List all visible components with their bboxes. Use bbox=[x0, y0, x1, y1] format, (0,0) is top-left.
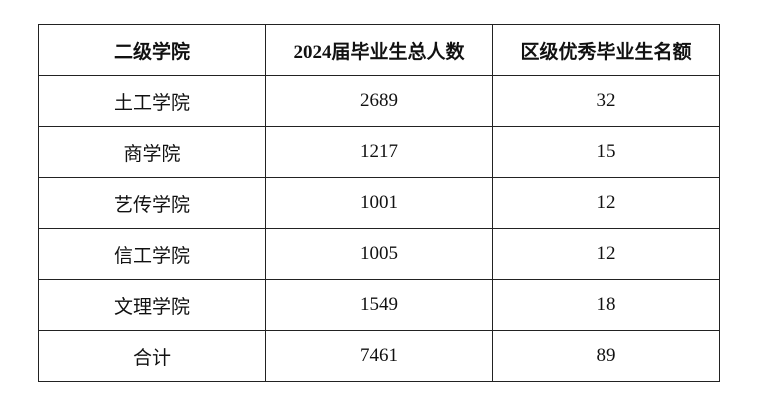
table-header: 二级学院 2024届毕业生总人数 区级优秀毕业生名额 bbox=[38, 24, 720, 76]
table-cell: 2689 bbox=[265, 75, 493, 127]
header-cell: 区级优秀毕业生名额 bbox=[492, 24, 720, 76]
table-cell: 商学院 bbox=[38, 126, 266, 178]
table-cell: 1549 bbox=[265, 279, 493, 331]
header-cell: 二级学院 bbox=[38, 24, 266, 76]
table-cell: 艺传学院 bbox=[38, 177, 266, 229]
table-cell: 12 bbox=[492, 177, 720, 229]
data-table: 二级学院 2024届毕业生总人数 区级优秀毕业生名额 土工学院 2689 32 商学院 12… bbox=[38, 24, 720, 382]
table-cell: 文理学院 bbox=[38, 279, 266, 331]
table-cell: 89 bbox=[492, 330, 720, 382]
table-row: 信工学院 1005 12 bbox=[38, 228, 720, 280]
table-cell: 1001 bbox=[265, 177, 493, 229]
table-cell: 32 bbox=[492, 75, 720, 127]
table-row: 土工学院 2689 32 bbox=[38, 75, 720, 127]
table-body: 土工学院 2689 32 商学院 1217 15 艺传学院 1001 12 信工学院 1005 12 文… bbox=[38, 75, 720, 382]
header-row: 二级学院 2024届毕业生总人数 区级优秀毕业生名额 bbox=[38, 24, 720, 76]
table-cell: 合计 bbox=[38, 330, 266, 382]
table-cell: 土工学院 bbox=[38, 75, 266, 127]
table-cell: 18 bbox=[492, 279, 720, 331]
table-row: 商学院 1217 15 bbox=[38, 126, 720, 178]
table-cell: 信工学院 bbox=[38, 228, 266, 280]
table-row: 艺传学院 1001 12 bbox=[38, 177, 720, 229]
table-cell: 7461 bbox=[265, 330, 493, 382]
header-cell: 2024届毕业生总人数 bbox=[265, 24, 493, 76]
table-row: 合计 7461 89 bbox=[38, 330, 720, 382]
table-cell: 1217 bbox=[265, 126, 493, 178]
table-cell: 12 bbox=[492, 228, 720, 280]
table-row: 文理学院 1549 18 bbox=[38, 279, 720, 331]
table-cell: 1005 bbox=[265, 228, 493, 280]
table-cell: 15 bbox=[492, 126, 720, 178]
